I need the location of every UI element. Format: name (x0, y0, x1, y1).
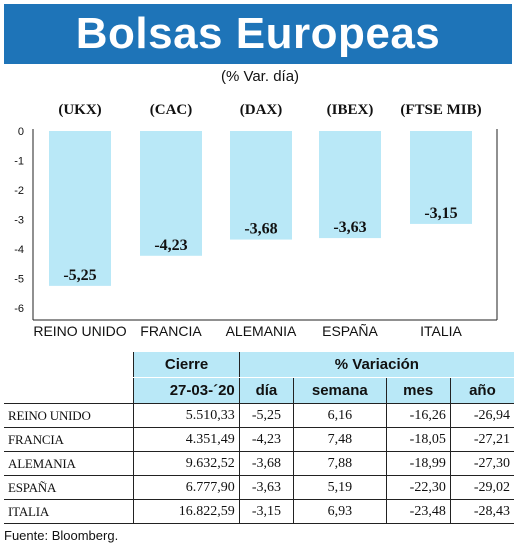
mes-cell: -23,48 (386, 499, 451, 524)
category-label: ITALIA (420, 323, 462, 339)
dia-cell: -3,15 (239, 499, 295, 524)
cierre-cell: 5.510,33 (133, 403, 240, 428)
market-table: Cierre % Variación 27-03-´20 día semana … (4, 352, 514, 524)
index-label: (IBEX) (327, 102, 374, 118)
source-note: Fuente: Bloomberg. (4, 528, 119, 543)
ano-cell: -27,30 (450, 451, 514, 476)
table-row: ESPAÑA 6.777,90 -3,63 5,19 -22,30 -29,02 (4, 475, 514, 500)
semana-cell: 7,88 (293, 451, 387, 476)
table-row: FRANCIA 4.351,49 -4,23 7,48 -18,05 -27,2… (4, 427, 514, 452)
y-tick-label: -6 (14, 303, 24, 315)
bar-value-label: -4,23 (154, 237, 187, 254)
column-header-ano: año (450, 377, 514, 404)
bar (230, 131, 292, 240)
ano-cell: -29,02 (450, 475, 514, 500)
ano-cell: -26,94 (450, 403, 514, 428)
y-tick-label: -4 (14, 244, 24, 256)
y-tick-label: -2 (14, 185, 24, 197)
ano-cell: -27,21 (450, 427, 514, 452)
table-corner (4, 352, 135, 378)
mes-cell: -18,05 (386, 427, 451, 452)
table-row: ALEMANIA 9.632,52 -3,68 7,88 -18,99 -27,… (4, 451, 514, 476)
table-corner-2 (4, 377, 135, 404)
column-header-date: 27-03-´20 (133, 377, 240, 404)
cierre-cell: 4.351,49 (133, 427, 240, 452)
row-name: FRANCIA (4, 427, 135, 452)
category-label: REINO UNIDO (33, 323, 126, 339)
bar-value-label: -3,63 (333, 219, 366, 236)
index-label: (UKX) (58, 102, 101, 118)
header-cierre: Cierre (133, 352, 240, 378)
column-header-mes: mes (386, 377, 451, 404)
bar-value-label: -3,68 (244, 221, 277, 238)
index-label: (CAC) (150, 102, 193, 118)
cierre-cell: 9.632,52 (133, 451, 240, 476)
y-tick-label: -1 (14, 156, 24, 168)
y-tick-label: 0 (18, 126, 24, 138)
bar-value-label: -5,25 (63, 267, 96, 284)
dia-cell: -3,68 (239, 451, 295, 476)
dia-cell: -5,25 (239, 403, 295, 428)
table-row: ITALIA 16.822,59 -3,15 6,93 -23,48 -28,4… (4, 499, 514, 524)
row-name: ITALIA (4, 499, 135, 524)
category-label: FRANCIA (140, 323, 202, 339)
chart-subtitle: (% Var. día) (220, 68, 300, 85)
semana-cell: 6,16 (293, 403, 387, 428)
category-label: ESPAÑA (322, 323, 378, 339)
bar-value-label: -3,15 (424, 205, 457, 222)
bar-chart: 0 -1 -2 -3 -4 -5 -6 -5,25 (UKX) REINO UNIDO -4,23 (… (14, 102, 498, 339)
row-name: ESPAÑA (4, 475, 135, 500)
y-tick-label: -3 (14, 215, 24, 227)
mes-cell: -22,30 (386, 475, 451, 500)
header-variacion: % Variación (239, 352, 514, 378)
mes-cell: -16,26 (386, 403, 451, 428)
index-label: (FTSE MIB) (400, 102, 481, 118)
bar (140, 131, 202, 256)
dia-cell: -4,23 (239, 427, 295, 452)
semana-cell: 5,19 (293, 475, 387, 500)
semana-cell: 6,93 (293, 499, 387, 524)
row-name: REINO UNIDO (4, 403, 135, 428)
table-row: REINO UNIDO 5.510,33 -5,25 6,16 -16,26 -… (4, 403, 514, 428)
mes-cell: -18,99 (386, 451, 451, 476)
ano-cell: -28,43 (450, 499, 514, 524)
column-header-semana: semana (293, 377, 387, 404)
bar (49, 131, 111, 286)
index-label: (DAX) (240, 102, 283, 118)
bar (319, 131, 381, 239)
bar (410, 131, 472, 224)
category-label: ALEMANIA (226, 323, 297, 339)
dia-cell: -3,63 (239, 475, 295, 500)
row-name: ALEMANIA (4, 451, 135, 476)
cierre-cell: 16.822,59 (133, 499, 240, 524)
cierre-cell: 6.777,90 (133, 475, 240, 500)
semana-cell: 7,48 (293, 427, 387, 452)
y-tick-label: -5 (14, 274, 24, 286)
chart-title: Bolsas Europeas (4, 4, 512, 64)
column-header-dia: día (239, 377, 295, 404)
